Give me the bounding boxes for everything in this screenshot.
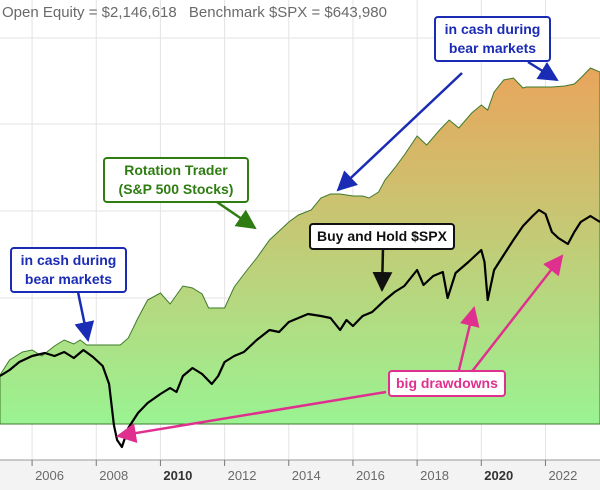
open-equity-label: Open Equity = $2,146,618: [2, 4, 177, 21]
x-axis: 2006 2008 2010 2012 2014 2016 2018 2020 2022: [0, 459, 600, 490]
callout-cash-right: in cash during bear markets: [434, 16, 551, 62]
rotation-trader-equity-area: [0, 67, 600, 425]
x-tick-label: 2022: [548, 468, 577, 483]
callout-big-drawdowns: big drawdowns: [388, 370, 506, 397]
arrow-cash-middle: [336, 72, 463, 192]
buy-and-hold-spx-line: [0, 208, 600, 449]
arrow-rotation: [213, 198, 257, 230]
x-tick-label: 2016: [356, 468, 385, 483]
callout-cash-left: in cash during bear markets: [10, 247, 127, 293]
arrow-drawdown-2008: [116, 390, 387, 443]
arrow-drawdown-2020: [456, 306, 480, 375]
x-tick-label: 2020: [484, 468, 513, 483]
x-tick-label: 2012: [228, 468, 257, 483]
x-tick-label: 2014: [292, 468, 321, 483]
x-tick-label: 2018: [420, 468, 449, 483]
arrow-cash-left: [74, 291, 95, 342]
arrow-cash-right: [527, 60, 559, 82]
arrow-buy-hold: [372, 247, 393, 292]
benchmark-label: Benchmark $SPX = $643,980: [188, 4, 387, 21]
x-tick-label: 2006: [35, 468, 64, 483]
arrow-drawdown-2022: [469, 254, 564, 375]
x-tick-label: 2008: [99, 468, 128, 483]
callout-rotation-trader: Rotation Trader (S&P 500 Stocks): [103, 157, 249, 203]
x-tick-label: 2010: [163, 468, 192, 483]
chart-header: Open Equity = $2,146,618 Benchmark $SPX …: [2, 4, 395, 21]
x-axis-background: [0, 460, 600, 490]
callout-buy-and-hold: Buy and Hold $SPX: [309, 223, 455, 250]
